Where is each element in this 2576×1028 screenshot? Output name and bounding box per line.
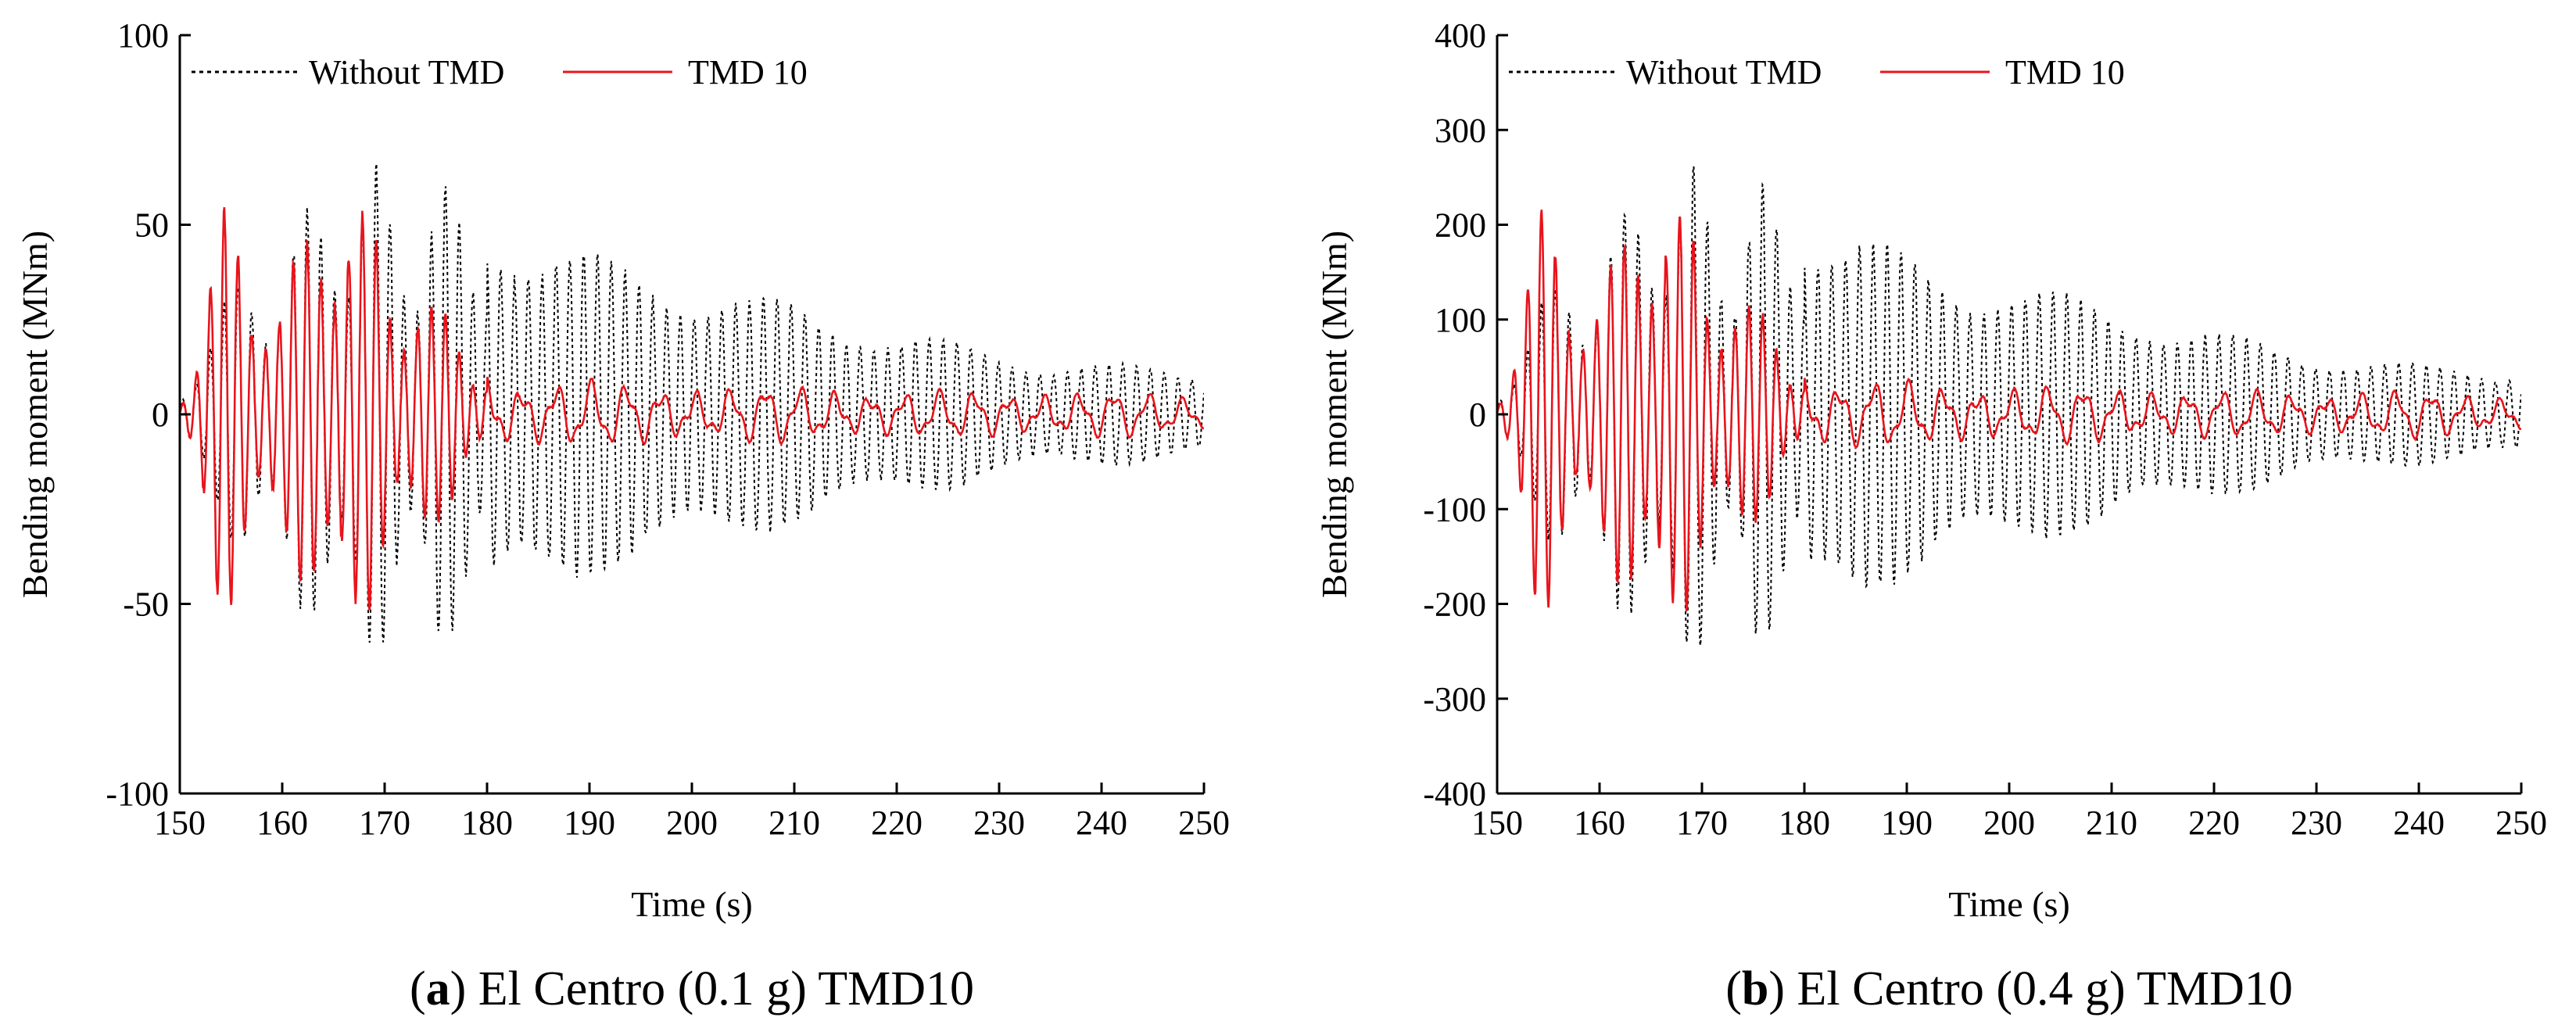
x-tick-label-b: 250 bbox=[2495, 804, 2547, 842]
ticks-a: 150 160 170 180 190 200 210 220 230 240 250 -100 -50… bbox=[106, 16, 1230, 842]
legend-label-without-tmd-b: Without TMD bbox=[1626, 53, 1822, 91]
caption-letter-b: b bbox=[1742, 962, 1768, 1015]
y-tick-label-a: -100 bbox=[106, 775, 169, 813]
plot-area-a bbox=[180, 163, 1204, 643]
x-tick-label-a: 180 bbox=[461, 804, 513, 842]
caption-open-a: ( bbox=[410, 962, 426, 1015]
x-tick-label-a: 190 bbox=[564, 804, 615, 842]
ticks-b: 150 160 170 180 190 200 210 220 230 240 250 -400 -30… bbox=[1423, 16, 2547, 842]
x-tick-label-b: 210 bbox=[2086, 804, 2137, 842]
legend-a: Without TMD TMD 10 bbox=[192, 53, 808, 91]
x-tick-label-b: 160 bbox=[1574, 804, 1625, 842]
y-tick-label-b: 0 bbox=[1469, 396, 1486, 434]
x-tick-label-b: 180 bbox=[1779, 804, 1830, 842]
y-tick-label-b: 400 bbox=[1435, 16, 1486, 55]
legend-b: Without TMD TMD 10 bbox=[1509, 53, 2125, 91]
x-tick-label-b: 240 bbox=[2393, 804, 2445, 842]
y-tick-label-b: -300 bbox=[1423, 680, 1486, 718]
y-tick-label-b: -200 bbox=[1423, 586, 1486, 624]
caption-text-a: ) El Centro (0.1 g) TMD10 bbox=[450, 962, 974, 1015]
y-tick-label-a: 50 bbox=[134, 206, 169, 245]
caption-letter-a: a bbox=[426, 962, 450, 1015]
y-axis-title-b: Bending moment (MNm) bbox=[1314, 231, 1354, 598]
x-tick-label-a: 150 bbox=[154, 804, 206, 842]
x-tick-label-a: 250 bbox=[1178, 804, 1230, 842]
y-tick-label-a: 100 bbox=[117, 16, 169, 55]
x-tick-label-a: 240 bbox=[1076, 804, 1127, 842]
x-tick-label-a: 210 bbox=[769, 804, 820, 842]
y-axis-title-a: Bending moment (MNm) bbox=[15, 231, 55, 598]
x-tick-label-a: 160 bbox=[256, 804, 308, 842]
caption-b: (b) El Centro (0.4 g) TMD10 bbox=[1725, 962, 2293, 1015]
x-tick-label-b: 190 bbox=[1881, 804, 1933, 842]
series-line-tmd10-a bbox=[180, 207, 1204, 611]
caption-text-b: ) El Centro (0.4 g) TMD10 bbox=[1768, 962, 2292, 1015]
y-tick-label-b: -100 bbox=[1423, 490, 1486, 528]
y-tick-label-b: 100 bbox=[1435, 301, 1486, 339]
x-tick-label-b: 220 bbox=[2188, 804, 2240, 842]
legend-label-without-tmd-a: Without TMD bbox=[309, 53, 504, 91]
legend-label-tmd10-b: TMD 10 bbox=[2005, 53, 2125, 91]
y-tick-label-a: 0 bbox=[152, 396, 169, 434]
x-tick-label-a: 230 bbox=[973, 804, 1025, 842]
x-tick-label-a: 170 bbox=[359, 804, 410, 842]
plot-area-b bbox=[1497, 166, 2521, 646]
panel-b: 150 160 170 180 190 200 210 220 230 240 250 -400 -30… bbox=[1314, 16, 2547, 1015]
series-line-tmd10-b bbox=[1497, 210, 2521, 612]
y-tick-label-b: -400 bbox=[1423, 775, 1486, 813]
panel-a: 150 160 170 180 190 200 210 220 230 240 250 -100 -50… bbox=[15, 16, 1230, 1015]
caption-a: (a) El Centro (0.1 g) TMD10 bbox=[410, 962, 974, 1015]
y-tick-label-b: 300 bbox=[1435, 111, 1486, 149]
legend-label-tmd10-a: TMD 10 bbox=[688, 53, 808, 91]
x-tick-label-a: 220 bbox=[871, 804, 923, 842]
x-tick-label-a: 200 bbox=[666, 804, 718, 842]
x-tick-label-b: 170 bbox=[1676, 804, 1728, 842]
y-tick-label-a: -50 bbox=[123, 586, 169, 624]
caption-open-b: ( bbox=[1725, 962, 1742, 1015]
x-tick-label-b: 230 bbox=[2291, 804, 2342, 842]
x-axis-title-b: Time (s) bbox=[1948, 884, 2070, 924]
x-axis-title-a: Time (s) bbox=[631, 884, 753, 924]
x-tick-label-b: 200 bbox=[1983, 804, 2035, 842]
y-tick-label-b: 200 bbox=[1435, 206, 1486, 245]
x-tick-label-b: 150 bbox=[1471, 804, 1523, 842]
